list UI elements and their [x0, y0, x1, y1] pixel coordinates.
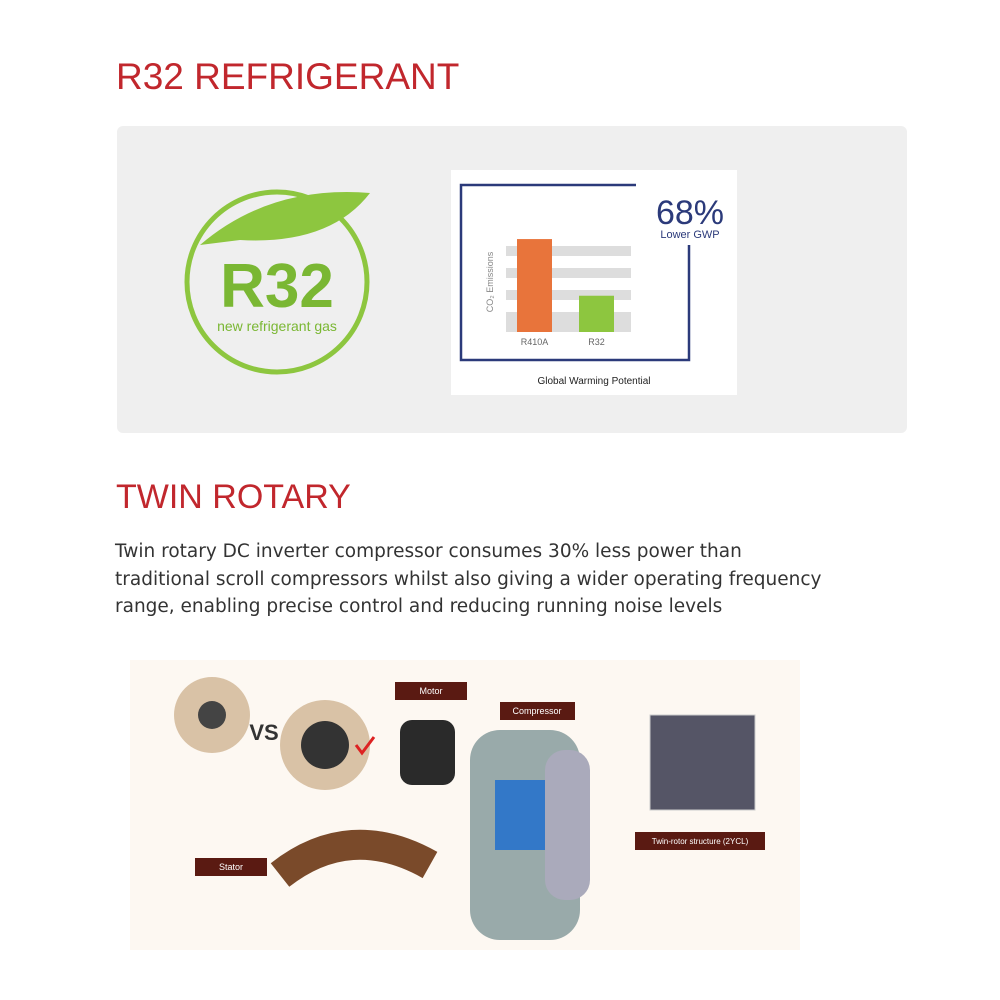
tag — [500, 702, 575, 720]
x-tick-label: R410A — [521, 337, 549, 347]
tag — [395, 682, 467, 700]
r32-logo: R32 new refrigerant gas — [184, 189, 370, 375]
tag-label: Compressor — [512, 706, 561, 716]
accumulator — [545, 750, 590, 900]
tag-label: Twin-rotor structure (2YCL) — [652, 837, 749, 846]
stripe — [506, 246, 631, 256]
y-label: CO₂ Emissions — [485, 251, 495, 312]
vs-label: VS — [249, 720, 278, 745]
motor — [400, 720, 455, 785]
tag-label: Stator — [219, 862, 243, 872]
twin-rotor-photo — [649, 714, 756, 811]
rotor-core — [198, 701, 226, 729]
check — [354, 736, 376, 756]
logo-subtext: new refrigerant gas — [217, 318, 337, 334]
stripe — [506, 290, 631, 300]
section-title: TWIN ROTARY — [116, 478, 351, 516]
chart-frame — [459, 183, 691, 362]
description: Twin rotary DC inverter compressor consu… — [115, 541, 822, 617]
compressor-core — [495, 780, 550, 850]
bar — [517, 239, 552, 332]
logo-leaf — [200, 192, 370, 245]
tag — [635, 832, 765, 850]
tag-label: Motor — [419, 686, 442, 696]
bar — [579, 295, 614, 332]
stator — [270, 829, 438, 888]
compressor-diagram: VS Motor Compressor Twin-rotor structure… — [130, 660, 800, 950]
section-title: R32 REFRIGERANT — [116, 56, 460, 97]
rotor-core — [301, 721, 349, 769]
chart-title: Global Warming Potential — [537, 376, 650, 387]
logo-text: R32 — [220, 252, 334, 321]
tag — [195, 858, 267, 876]
gwp-chart: 68% Lower GWP CO₂ Emissions Global Warmi… — [451, 170, 737, 395]
headline: 68% — [656, 194, 724, 232]
x-tick-label: R32 — [588, 337, 605, 347]
headline-sub: Lower GWP — [660, 229, 719, 241]
stripe — [506, 268, 631, 278]
logo-ring — [184, 189, 370, 375]
